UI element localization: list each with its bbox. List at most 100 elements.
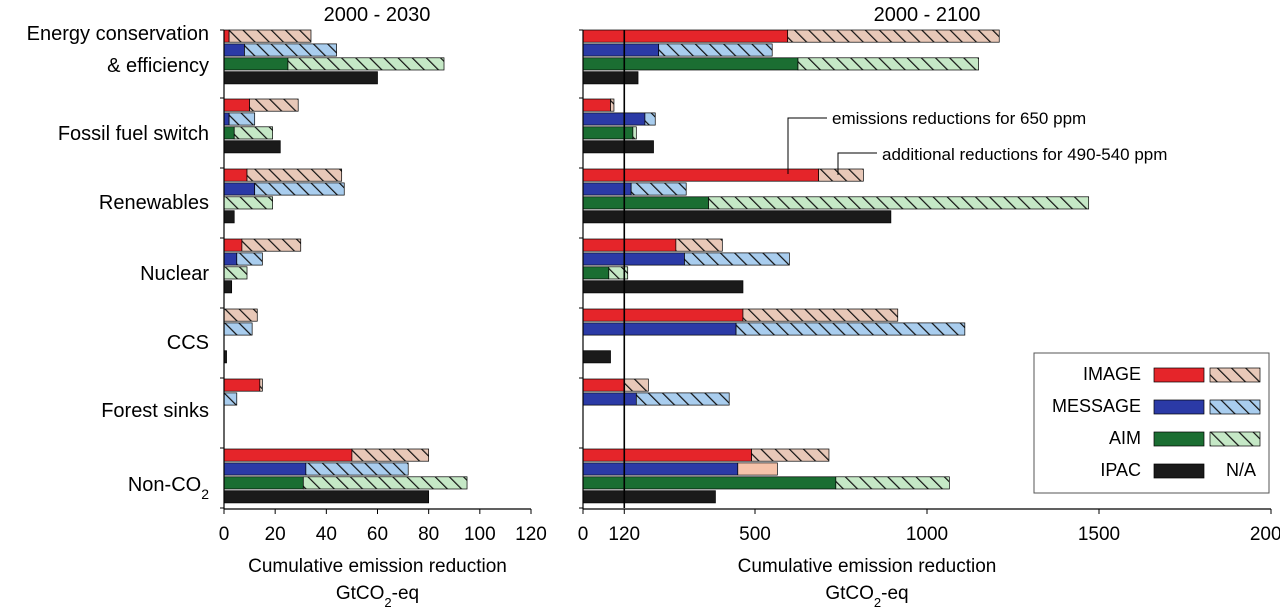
bar-left-aim-energy-conservation-efficiency bbox=[223, 57, 289, 71]
legend-label-aim: AIM bbox=[1109, 428, 1141, 448]
bar-right-image-energy-conservation-efficiency bbox=[582, 29, 789, 43]
x-tick-label-left-6: 120 bbox=[515, 524, 547, 545]
bar-right-image-ccs bbox=[582, 308, 744, 322]
x-axis-unit-left: GtCO2-eq bbox=[336, 583, 419, 610]
bar-right-image-non-co2 bbox=[582, 448, 752, 462]
bar-additional-left-image-ccs bbox=[223, 308, 258, 322]
bar-additional-left-image-renewables bbox=[246, 168, 343, 182]
bar-additional-left-message-fossil-fuel-switch bbox=[228, 112, 256, 126]
x-axis-unit-right: GtCO2-eq bbox=[825, 583, 908, 610]
bar-additional-left-image-forest-sinks bbox=[259, 378, 263, 392]
bar-right-aim-nuclear bbox=[582, 266, 610, 280]
x-tick-label-right-2: 500 bbox=[739, 524, 771, 545]
chart-title-left: 2000 - 2030 bbox=[324, 4, 431, 26]
bar-left-image-non-co2 bbox=[223, 448, 353, 462]
bar-left-ipac-nuclear bbox=[223, 280, 233, 294]
x-tick-label-right-0: 0 bbox=[578, 524, 589, 545]
bar-left-message-nuclear bbox=[223, 252, 238, 266]
bar-right-ipac-ccs bbox=[582, 350, 611, 364]
bar-additional-right-image-forest-sinks bbox=[623, 378, 649, 392]
bar-right-image-renewables bbox=[582, 168, 819, 182]
x-tick-label-right-3: 1000 bbox=[906, 524, 948, 545]
bar-right-image-forest-sinks bbox=[582, 378, 625, 392]
x-tick-label-left-1: 20 bbox=[265, 524, 286, 545]
legend-swatch-ipac bbox=[1153, 463, 1205, 479]
legend-label-image: IMAGE bbox=[1083, 364, 1141, 384]
legend: IMAGE MESSAGE AIM IPAC N/A bbox=[1033, 352, 1270, 494]
bar-right-ipac-energy-conservation-efficiency bbox=[582, 71, 639, 85]
bar-extra-right-message-non-co2 bbox=[737, 462, 778, 476]
bar-right-aim-renewables bbox=[582, 196, 709, 210]
bar-left-aim-non-co2 bbox=[223, 476, 304, 490]
x-tick-label-left-4: 80 bbox=[418, 524, 439, 545]
bar-additional-left-aim-non-co2 bbox=[302, 476, 468, 490]
annotation-490-540ppm: additional reductions for 490-540 ppm bbox=[882, 145, 1167, 164]
bar-additional-left-aim-energy-conservation-efficiency bbox=[287, 57, 445, 71]
bar-additional-right-image-non-co2 bbox=[751, 448, 830, 462]
bar-additional-left-aim-nuclear bbox=[223, 266, 248, 280]
bar-right-ipac-fossil-fuel-switch bbox=[582, 140, 654, 154]
legend-swatch-image bbox=[1153, 367, 1205, 383]
bar-right-aim-non-co2 bbox=[582, 476, 837, 490]
bar-left-message-non-co2 bbox=[223, 462, 307, 476]
bar-additional-right-message-fossil-fuel-switch bbox=[644, 112, 656, 126]
bar-right-ipac-renewables bbox=[582, 210, 892, 224]
category-label-nuclear: Nuclear bbox=[140, 263, 209, 285]
bar-additional-left-message-non-co2 bbox=[305, 462, 409, 476]
bar-additional-right-aim-non-co2 bbox=[835, 476, 950, 490]
annotation-650ppm: emissions reductions for 650 ppm bbox=[832, 109, 1086, 128]
bar-additional-left-message-forest-sinks bbox=[223, 392, 238, 406]
bar-left-message-renewables bbox=[223, 182, 256, 196]
x-tick-label-left-5: 100 bbox=[464, 524, 496, 545]
bar-additional-right-message-forest-sinks bbox=[635, 392, 730, 406]
bar-left-aim-fossil-fuel-switch bbox=[223, 126, 235, 140]
bar-left-ipac-energy-conservation-efficiency bbox=[223, 71, 378, 85]
bar-right-image-fossil-fuel-switch bbox=[582, 98, 611, 112]
category-label-renewables: Renewables bbox=[99, 192, 209, 214]
bar-additional-left-image-energy-conservation-efficiency bbox=[228, 29, 312, 43]
bar-additional-right-image-energy-conservation-efficiency bbox=[787, 29, 1000, 43]
bar-additional-left-message-renewables bbox=[254, 182, 345, 196]
bar-right-message-nuclear bbox=[582, 252, 685, 266]
bar-additional-right-message-ccs bbox=[735, 322, 966, 336]
legend-swatch-hatch-aim bbox=[1209, 431, 1261, 447]
category-label-non-co2: Non-CO2 bbox=[128, 474, 209, 502]
bar-additional-right-aim-nuclear bbox=[608, 266, 629, 280]
bar-additional-left-image-fossil-fuel-switch bbox=[249, 98, 299, 112]
category-label-forest-sinks: Forest sinks bbox=[101, 400, 209, 422]
bar-additional-right-image-nuclear bbox=[675, 238, 723, 252]
bar-left-image-forest-sinks bbox=[223, 378, 261, 392]
bar-right-message-forest-sinks bbox=[582, 392, 637, 406]
legend-swatch-hatch-message bbox=[1209, 399, 1261, 415]
bar-right-message-fossil-fuel-switch bbox=[582, 112, 646, 126]
bar-additional-right-image-renewables bbox=[818, 168, 864, 182]
bar-additional-left-message-ccs bbox=[223, 322, 253, 336]
legend-na-ipac: N/A bbox=[1226, 460, 1256, 480]
bar-additional-left-aim-renewables bbox=[223, 196, 273, 210]
legend-swatch-message bbox=[1153, 399, 1205, 415]
category-labels: Energy conservation & efficiency Fossil fu… bbox=[27, 23, 210, 502]
x-axis-label-right: Cumulative emission reduction bbox=[738, 556, 997, 577]
legend-label-message: MESSAGE bbox=[1052, 396, 1141, 416]
bar-right-ipac-non-co2 bbox=[582, 490, 716, 504]
bar-additional-right-aim-renewables bbox=[708, 196, 1090, 210]
annotation-leader-1 bbox=[787, 117, 827, 174]
category-label-ccs: CCS bbox=[167, 332, 209, 354]
bar-additional-left-image-non-co2 bbox=[351, 448, 430, 462]
legend-swatch-hatch-image bbox=[1209, 367, 1261, 383]
bar-additional-right-image-fossil-fuel-switch bbox=[610, 98, 615, 112]
category-label-fossil-fuel-switch: Fossil fuel switch bbox=[58, 123, 209, 145]
bar-left-image-renewables bbox=[223, 168, 248, 182]
bar-left-ipac-fossil-fuel-switch bbox=[223, 140, 281, 154]
panel-2000-2030: 2000 - 2030 0 20 40 60 80 100 120 Cumulative emi… bbox=[219, 4, 547, 610]
x-axis-label-left: Cumulative emission reduction bbox=[248, 556, 507, 577]
bar-right-message-non-co2 bbox=[582, 462, 739, 476]
x-tick-label-right-5: 2000 bbox=[1250, 524, 1280, 545]
x-tick-label-left-0: 0 bbox=[219, 524, 230, 545]
bar-left-image-energy-conservation-efficiency bbox=[223, 29, 230, 43]
x-tick-label-right-1: 120 bbox=[608, 524, 640, 545]
annotations: emissions reductions for 650 ppm addition… bbox=[787, 109, 1167, 175]
legend-label-ipac: IPAC bbox=[1100, 460, 1141, 480]
bar-left-image-nuclear bbox=[223, 238, 243, 252]
